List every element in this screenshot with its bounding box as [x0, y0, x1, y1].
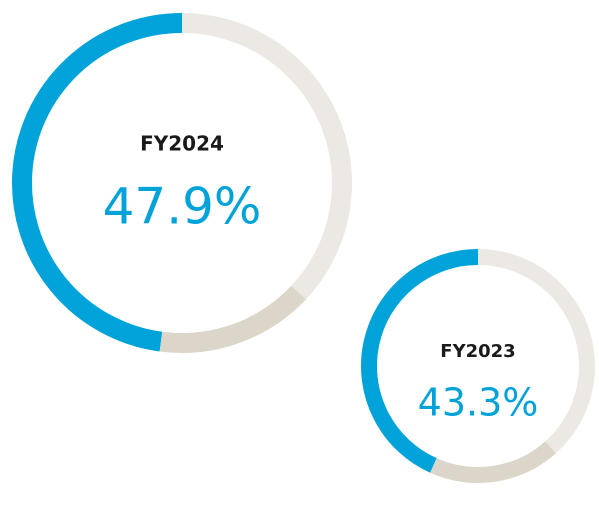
donut-value-label: 47.9%: [103, 178, 262, 236]
donut-segment: [361, 249, 479, 473]
donut-title: FY2024: [140, 132, 224, 156]
donut-title: FY2023: [440, 341, 515, 362]
donut-segment: [12, 13, 183, 352]
donut-segment: [181, 13, 352, 300]
donut-segment: [477, 249, 595, 454]
donut-segment: [159, 285, 306, 353]
donut-segment: [430, 441, 556, 483]
donut-value-label: 43.3%: [418, 381, 539, 425]
